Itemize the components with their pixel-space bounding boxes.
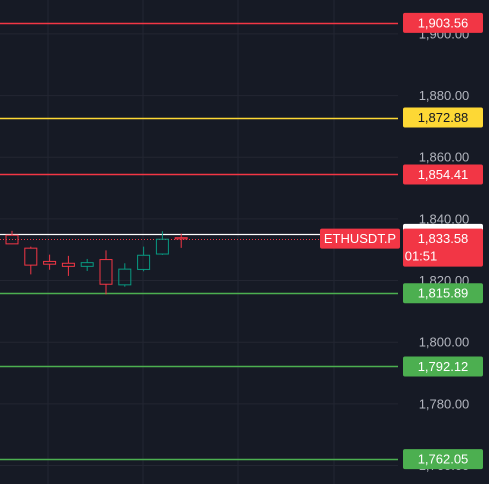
candle[interactable] xyxy=(174,233,188,248)
level-price-tag: 1,903.56 xyxy=(403,12,483,33)
candle-body xyxy=(118,268,132,286)
level-price-tag-label: 1,792.12 xyxy=(418,359,469,374)
price-tick-label: 1,780.00 xyxy=(419,396,470,411)
current-price-tag-label: 1,833.58 xyxy=(418,231,469,246)
level-price-tag-label: 1,815.89 xyxy=(418,286,469,301)
symbol-tag: ETHUSDT.P xyxy=(320,228,400,249)
candle[interactable] xyxy=(5,230,19,245)
candle[interactable] xyxy=(80,258,94,271)
grid xyxy=(0,0,398,484)
level-price-tag-bg xyxy=(403,283,483,304)
candle-body xyxy=(5,234,19,245)
candle[interactable] xyxy=(24,246,38,275)
price-tick-label: 1,880.00 xyxy=(419,88,470,103)
level-price-tag: 1,872.88 xyxy=(403,107,483,128)
level-price-tag: 1,762.05 xyxy=(403,449,483,470)
candle[interactable] xyxy=(99,250,113,295)
countdown-label: 01:51 xyxy=(405,249,438,264)
candle[interactable] xyxy=(118,263,132,287)
candle-body xyxy=(99,259,113,285)
level-price-tag-bg xyxy=(403,107,483,128)
level-price-tag-bg xyxy=(403,164,483,185)
level-price-tag-label: 1,903.56 xyxy=(418,15,469,30)
candle[interactable] xyxy=(155,231,169,255)
candle-body xyxy=(155,238,169,255)
level-price-tag-label: 1,872.88 xyxy=(418,110,469,125)
level-price-tag: 1,792.12 xyxy=(403,356,483,377)
horizontal-levels xyxy=(0,22,398,461)
symbol-tag-bg xyxy=(320,228,400,249)
current-price-tag: 1,833.58 01:51 xyxy=(403,228,483,267)
candle-body xyxy=(137,254,151,270)
price-tags: 1,903.56 1,872.88 1,854.41 1,815.89 1,792.12… xyxy=(320,12,483,470)
price-tick-label: 1,800.00 xyxy=(419,335,470,350)
level-price-tag: 1,815.89 xyxy=(403,283,483,304)
level-price-tag-bg xyxy=(403,356,483,377)
candles xyxy=(5,230,188,295)
candle[interactable] xyxy=(137,246,151,272)
level-price-tag-label: 1,762.05 xyxy=(418,452,469,467)
level-price-tag: 1,854.41 xyxy=(403,164,483,185)
current-price-tag-bg xyxy=(403,228,483,267)
candle[interactable] xyxy=(43,254,57,270)
candle-body xyxy=(24,247,38,266)
candle-body xyxy=(43,260,57,265)
level-price-tag-label: 1,854.41 xyxy=(418,167,469,182)
level-price-tag-bg xyxy=(403,12,483,33)
candle-body xyxy=(61,262,75,267)
symbol-label: ETHUSDT.P xyxy=(324,231,396,246)
level-price-tag-bg xyxy=(403,449,483,470)
price-tick-label: 1,840.00 xyxy=(419,211,470,226)
price-tick-label: 1,860.00 xyxy=(419,150,470,165)
candle-body xyxy=(174,237,188,240)
candle-body xyxy=(80,262,94,267)
candle[interactable] xyxy=(61,255,75,276)
